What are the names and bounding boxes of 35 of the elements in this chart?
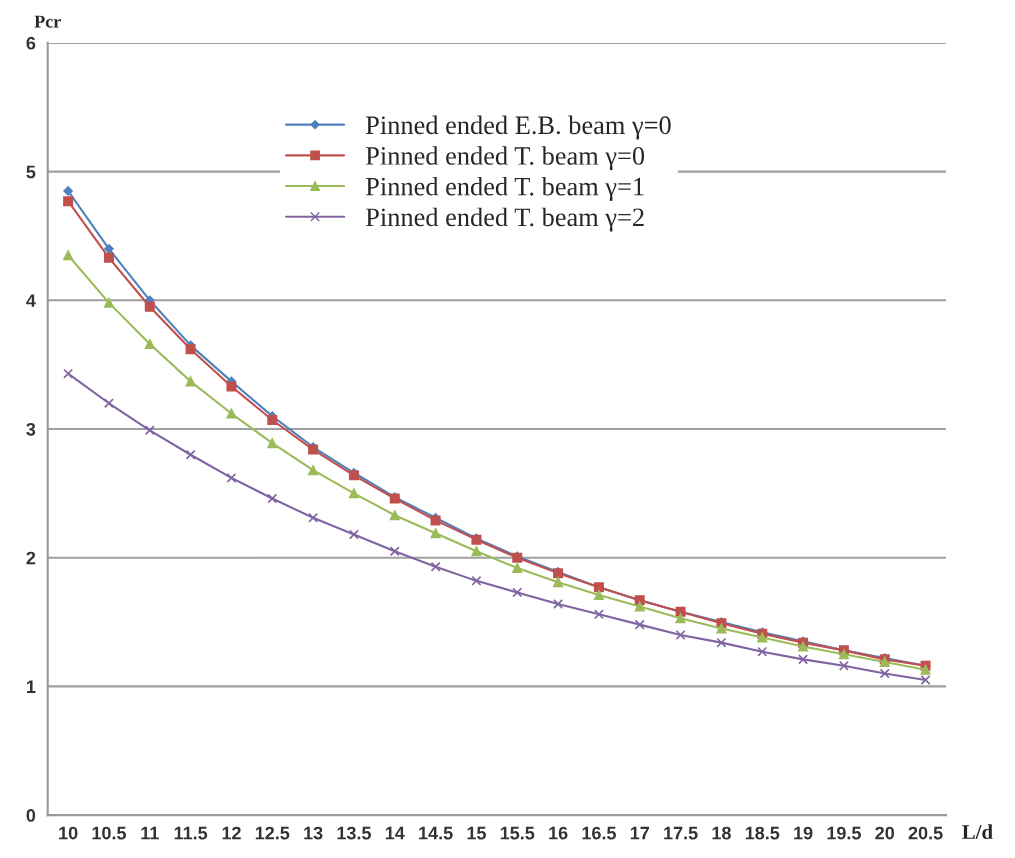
y-tick-label: 6 (26, 36, 36, 50)
x-tick-label: 20 (875, 826, 895, 840)
y-tick-label: 0 (26, 809, 36, 822)
x-tick-label: 11.5 (174, 826, 208, 840)
legend-label: Pinned ended E.B. beam γ=0 (365, 115, 671, 140)
x-tick-label: 17 (630, 826, 649, 840)
legend-label: Pinned ended T. beam γ=1 (365, 176, 644, 201)
x-tick-label: 18.5 (745, 826, 780, 840)
x-tick-label: 16.5 (582, 826, 616, 840)
x-tick-label: 10 (59, 826, 78, 840)
x-tick-label: 14 (385, 826, 405, 840)
x-tick-label: 19 (794, 826, 813, 840)
y-tick-label: 3 (26, 422, 36, 436)
x-tick-label: 16 (549, 826, 568, 840)
x-tick-label: 18 (712, 826, 731, 840)
x-tick-label: 15 (467, 826, 486, 840)
x-tick-label: 11 (141, 826, 159, 840)
x-tick-label: 13 (304, 826, 323, 840)
x-tick-label: 14.5 (419, 826, 453, 840)
legend-label: Pinned ended T. beam γ=2 (365, 207, 644, 232)
x-tick-label: 17.5 (664, 826, 698, 840)
x-tick-label: 13.5 (337, 826, 371, 840)
x-tick-label: 20.5 (908, 826, 943, 840)
x-tick-label: 12 (222, 826, 241, 840)
x-axis-title: L/d (962, 824, 993, 840)
y-tick-label: 5 (26, 165, 36, 179)
legend-label: Pinned ended T. beam γ=0 (365, 146, 645, 171)
x-tick-label: 10.5 (92, 826, 127, 840)
x-tick-label: 19.5 (827, 826, 861, 840)
x-tick-label: 15.5 (500, 826, 535, 840)
y-tick-label: 1 (27, 680, 36, 693)
y-tick-label: 2 (26, 551, 36, 565)
y-axis-title: Pcr (34, 15, 61, 28)
y-tick-label: 4 (26, 294, 36, 307)
x-tick-label: 12.5 (255, 826, 290, 840)
